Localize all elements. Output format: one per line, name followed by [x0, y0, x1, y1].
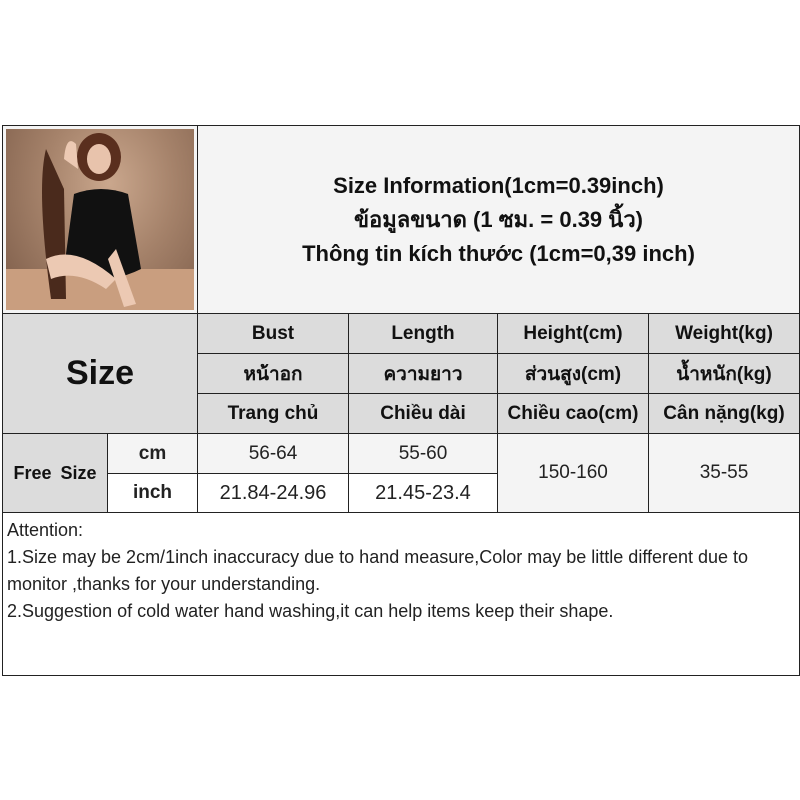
col-height-th: ส่วนสูง(cm): [497, 353, 649, 394]
size-header: Size: [2, 313, 198, 434]
col-bust-vi: Trang chủ: [197, 393, 349, 434]
title-english: Size Information(1cm=0.39inch): [333, 172, 664, 198]
model-illustration: [6, 133, 194, 310]
height-value: 150-160: [497, 433, 649, 513]
length-cm: 55-60: [348, 433, 498, 474]
col-height-vi: Chiều cao(cm): [497, 393, 649, 434]
bust-inch: 21.84-24.96: [197, 473, 349, 513]
col-height-en: Height(cm): [497, 313, 649, 354]
product-photo: [6, 129, 194, 310]
col-weight-vi: Cân nặng(kg): [648, 393, 800, 434]
attention-line-2: 2.Suggestion of cold water hand washing,…: [7, 601, 614, 621]
free-size-label: Free Size: [2, 433, 108, 513]
col-weight-en: Weight(kg): [648, 313, 800, 354]
unit-inch: inch: [107, 473, 198, 513]
col-length-en: Length: [348, 313, 498, 354]
col-weight-th: น้ำหนัก(kg): [648, 353, 800, 394]
unit-cm: cm: [107, 433, 198, 474]
col-length-vi: Chiều dài: [348, 393, 498, 434]
attention-line-1: 1.Size may be 2cm/1inch inaccuracy due t…: [7, 547, 749, 594]
col-bust-en: Bust: [197, 313, 349, 354]
length-inch: 21.45-23.4: [348, 473, 498, 513]
product-photo-cell: [2, 125, 198, 314]
col-bust-th: หน้าอก: [197, 353, 349, 394]
title-vietnamese: Thông tin kích thước (1cm=0,39 inch): [302, 240, 695, 266]
size-information-title: Size Information(1cm=0.39inch) ข้อมูลขนา…: [197, 125, 800, 314]
attention-box: Attention: 1.Size may be 2cm/1inch inacc…: [2, 512, 800, 676]
attention-heading: Attention:: [7, 520, 84, 540]
weight-value: 35-55: [648, 433, 800, 513]
col-length-th: ความยาว: [348, 353, 498, 394]
title-thai: ข้อมูลขนาด (1 ซม. = 0.39 นิ้ว): [353, 206, 643, 232]
bust-cm: 56-64: [197, 433, 349, 474]
